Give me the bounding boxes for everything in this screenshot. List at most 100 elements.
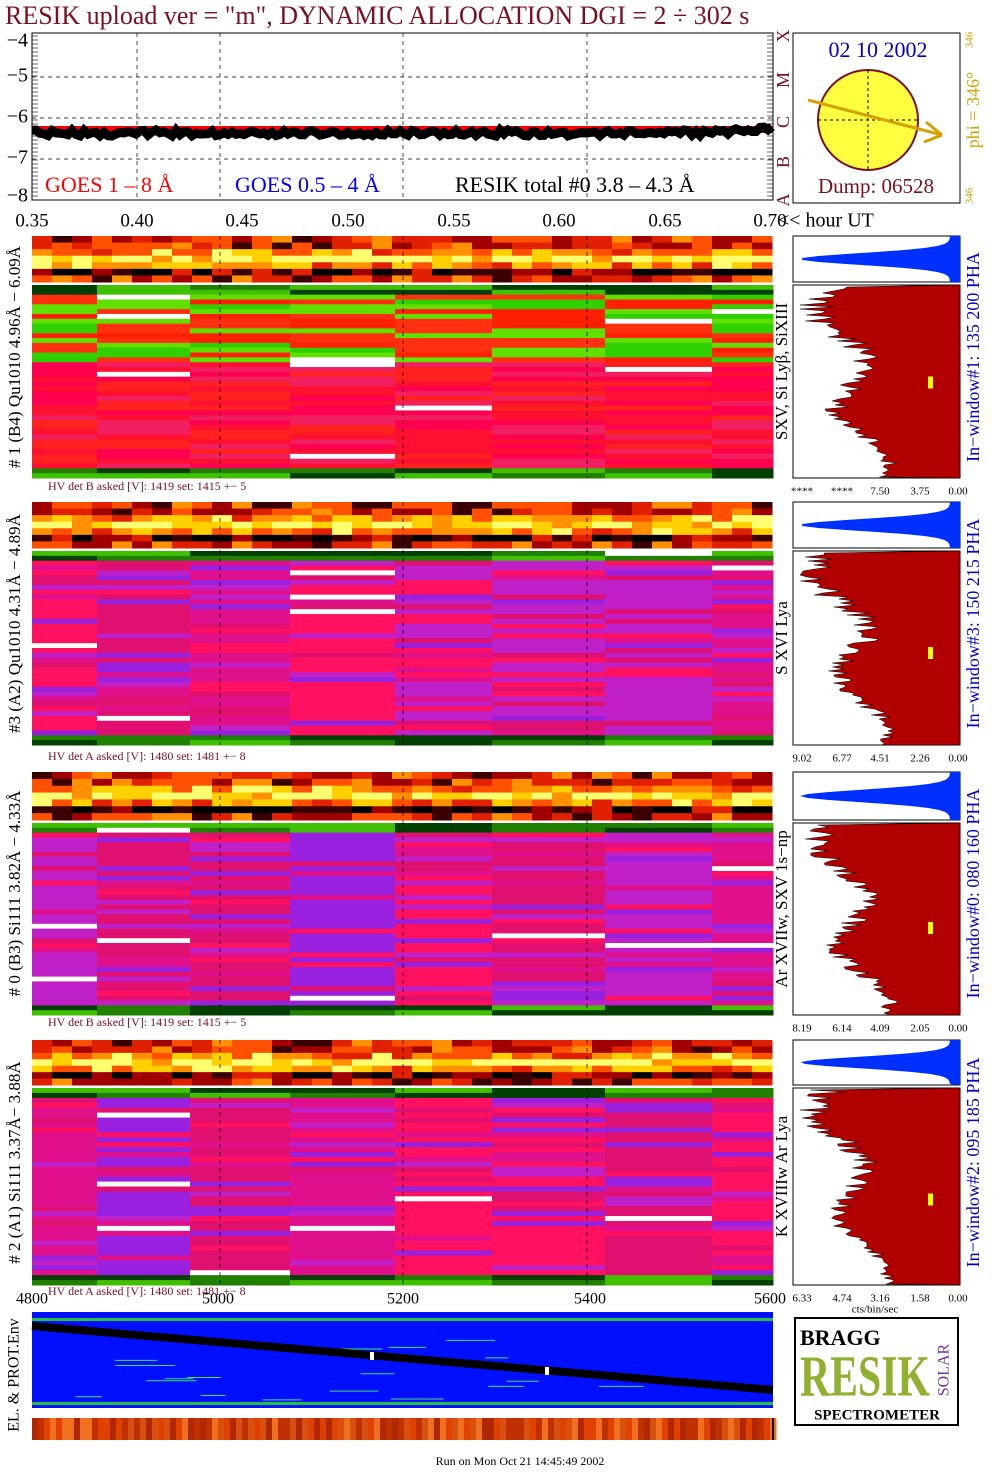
- spectrogram-cell: [72, 508, 93, 516]
- spectrogram-cell: [97, 735, 191, 741]
- spectrogram-cell: [492, 1092, 606, 1099]
- spectrogram-cell: [290, 947, 396, 954]
- spectrogram-cell: [32, 1201, 98, 1207]
- spectrogram-cell: [190, 285, 291, 291]
- spectrogram-cell: [612, 262, 633, 270]
- spectrogram-cell: [452, 249, 473, 257]
- spectrogram-cell: [290, 952, 396, 958]
- spectrogram-cell: [190, 1107, 291, 1114]
- spectrogram-cell: [190, 1166, 291, 1173]
- spectrogram-cell: [92, 785, 113, 794]
- spectrogram-cell: [290, 386, 396, 392]
- spectrogram-cell: [432, 502, 453, 510]
- spectrogram-cell: [72, 806, 93, 814]
- spectrogram-cell: [712, 981, 774, 987]
- spectrogram-cell: [190, 580, 291, 586]
- spectrogram-cell: [172, 1065, 193, 1073]
- spectrogram-cell: [472, 778, 493, 787]
- spectrogram-cell: [32, 521, 53, 529]
- spectrogram-cell: [190, 837, 291, 843]
- spectrogram-cell: [112, 541, 133, 549]
- spectrogram-cell: [97, 313, 191, 320]
- spectrogram-cell: [190, 1181, 291, 1187]
- spectrogram-cell: [72, 255, 93, 263]
- spectrogram-cell: [232, 1059, 253, 1067]
- spectrogram-cell: [312, 813, 333, 821]
- spectrogram-cell: [290, 686, 396, 693]
- spectrogram-cell: [552, 534, 573, 542]
- spectrogram-cell: [572, 502, 593, 510]
- spectrogram-cell: [190, 899, 291, 906]
- spectrogram-cell: [492, 262, 513, 270]
- spectrogram-cell: [190, 1156, 291, 1163]
- spectrogram-cell: [72, 1078, 93, 1086]
- spectrogram-cell: [292, 1046, 313, 1054]
- spectrogram-cell: [190, 681, 291, 688]
- spectrogram-cell: [190, 376, 291, 382]
- spectrogram-cell: [512, 242, 533, 250]
- spectrogram-cell: [32, 652, 98, 659]
- spectrogram-cell: [592, 1052, 613, 1060]
- spectrogram-cell: [605, 323, 713, 329]
- spectrogram-cell: [592, 785, 613, 794]
- spectrogram-cell: [190, 895, 291, 901]
- spectrogram-cell: [32, 1092, 98, 1099]
- spectrogram-cell: [97, 618, 191, 625]
- spectrogram-cell: [252, 268, 273, 276]
- spectrogram-cell: [412, 268, 433, 276]
- spectrogram-cell: [412, 1040, 433, 1047]
- spectrogram-cell: [352, 1059, 373, 1067]
- spectrogram-cell: [372, 813, 393, 821]
- spectrogram-cell: [592, 275, 613, 283]
- spectrogram-cell: [732, 785, 753, 794]
- spectrogram-cell: [572, 1072, 593, 1080]
- spectrogram-cell: [32, 1211, 98, 1217]
- spectrogram-cell: [97, 851, 191, 858]
- flare-class: B: [773, 156, 793, 168]
- spectrogram-cell: [32, 1152, 98, 1158]
- spectrogram-cell: [112, 249, 133, 257]
- spectrogram-cell: [32, 677, 98, 683]
- color-bar-cell: [200, 1418, 207, 1440]
- spectrogram-cell: [132, 1052, 153, 1060]
- spectrogram-cell: [395, 347, 493, 354]
- spectrogram-cell: [72, 785, 93, 794]
- spectrogram-cell: [712, 1107, 774, 1114]
- pha-tick-label: 0.00: [948, 1293, 968, 1305]
- spectrogram-cell: [72, 528, 93, 536]
- spectrogram-cell: [97, 299, 191, 305]
- color-bar-cell: [230, 1418, 237, 1440]
- spectrogram-cell: [752, 515, 773, 523]
- spectrogram-cell: [32, 1088, 98, 1094]
- spectrogram-cell: [32, 1005, 98, 1011]
- spectrogram-cell: [290, 410, 396, 416]
- spectrogram-cell: [190, 1250, 291, 1256]
- spectrogram-cell: [605, 971, 713, 978]
- spectrogram-cell: [252, 778, 273, 787]
- spectrogram-cell: [472, 515, 493, 523]
- spectrogram-cell: [395, 589, 493, 596]
- spectrogram-cell: [712, 735, 774, 741]
- spectrogram-cell: [172, 1072, 193, 1080]
- spectrogram-cell: [190, 400, 291, 407]
- spectrogram-cell: [97, 938, 191, 944]
- spectrogram-cell: [592, 502, 613, 510]
- spectrogram-cell: [152, 792, 173, 800]
- spectrogram-cell: [192, 242, 213, 250]
- spectrogram-cell: [97, 967, 191, 973]
- env-marker: [545, 1367, 549, 1375]
- spectrogram-cell: [272, 1072, 293, 1080]
- spectrogram-cell: [492, 1280, 606, 1286]
- spectrogram-cell: [492, 895, 606, 901]
- spectrogram-cell: [152, 242, 173, 250]
- spectrogram-cell: [32, 711, 98, 717]
- spectrogram-cell: [612, 813, 633, 821]
- spectrogram-cell: [97, 895, 191, 901]
- spectrogram-cell: [552, 1052, 573, 1060]
- spectrogram-cell: [492, 799, 513, 807]
- spectrogram-cell: [32, 885, 98, 891]
- spectrogram-cell: [605, 338, 713, 344]
- spectrogram-cell: [412, 1065, 433, 1073]
- spectrogram-cell: [712, 1132, 774, 1138]
- spectrogram-cell: [172, 1052, 193, 1060]
